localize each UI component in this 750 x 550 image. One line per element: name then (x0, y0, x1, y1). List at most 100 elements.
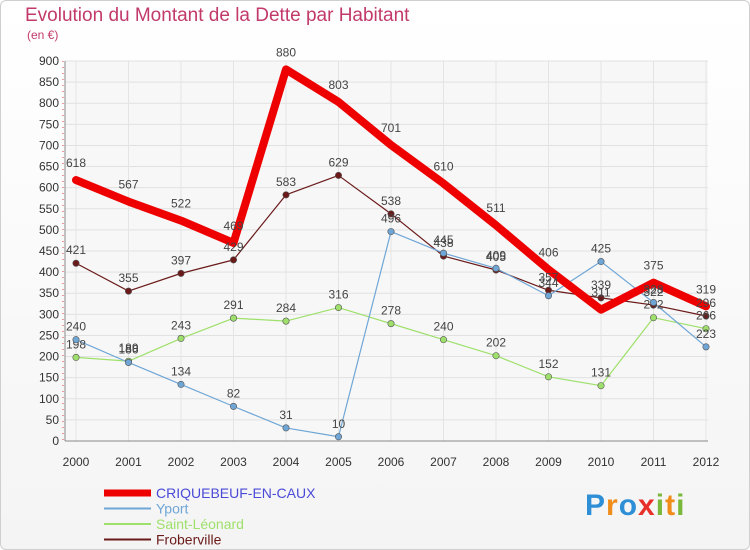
y-tick-label: 800 (39, 96, 59, 110)
x-tick-label: 2001 (115, 455, 142, 469)
data-point (492, 264, 500, 272)
legend-label: Froberville (156, 532, 222, 548)
y-tick-label: 0 (52, 434, 59, 448)
data-point (334, 171, 342, 179)
data-point (282, 424, 290, 432)
data-label: 10 (332, 417, 346, 431)
data-label: 421 (66, 243, 86, 257)
legend-label: Saint-Léonard (156, 516, 244, 532)
data-label: 880 (276, 45, 296, 59)
data-label: 610 (433, 159, 453, 173)
data-point (649, 299, 657, 307)
brand-letter: i (676, 489, 686, 522)
y-tick-label: 450 (39, 244, 59, 258)
data-label: 803 (328, 78, 348, 92)
data-point (387, 210, 395, 218)
data-label: 266 (696, 309, 716, 323)
data-label: 311 (591, 286, 610, 300)
data-label: 339 (591, 278, 611, 292)
data-label: 296 (696, 296, 716, 310)
x-tick-label: 2005 (325, 455, 352, 469)
data-label: 131 (591, 366, 611, 380)
data-label: 198 (66, 337, 86, 351)
data-label: 355 (118, 271, 138, 285)
data-label: 701 (381, 121, 401, 135)
y-tick-label: 300 (39, 307, 59, 321)
y-tick-label: 750 (39, 117, 59, 131)
data-label: 397 (171, 253, 191, 267)
y-tick-label: 900 (39, 54, 59, 68)
brand-letter: r (606, 489, 619, 522)
data-point (334, 304, 342, 312)
data-label: 438 (433, 236, 453, 250)
data-point (544, 373, 552, 381)
x-tick-label: 2006 (378, 455, 405, 469)
data-label: 240 (66, 320, 86, 334)
data-point (72, 353, 80, 361)
data-point (544, 292, 552, 300)
brand-letter: P (585, 489, 607, 522)
x-tick-label: 2007 (430, 455, 457, 469)
brand-letter: i (655, 489, 666, 522)
data-label: 328 (643, 283, 663, 297)
data-label: 186 (118, 342, 138, 356)
data-point (282, 191, 290, 199)
y-tick-label: 650 (39, 160, 59, 174)
data-point (597, 294, 605, 302)
data-label: 409 (486, 248, 506, 262)
data-label: 469 (223, 219, 243, 233)
data-label: 243 (171, 318, 191, 332)
data-label: 291 (223, 298, 243, 312)
data-label: 152 (538, 357, 558, 371)
y-tick-label: 500 (39, 223, 59, 237)
data-label: 278 (381, 304, 401, 318)
data-point (597, 258, 605, 266)
legend-label: CRIQUEBEUF-EN-CAUX (156, 485, 316, 501)
data-point (387, 320, 395, 328)
data-point (702, 325, 710, 333)
x-tick-label: 2011 (641, 455, 667, 469)
data-point (649, 314, 657, 322)
y-tick-label: 850 (39, 75, 59, 89)
brand-letter: x (638, 489, 656, 522)
chart-subtitle: (en €) (27, 28, 59, 42)
data-label: 322 (643, 285, 663, 299)
x-tick-label: 2008 (483, 455, 510, 469)
data-label: 202 (486, 336, 506, 350)
data-point (230, 256, 238, 264)
data-point (177, 380, 185, 388)
data-label: 406 (538, 246, 558, 260)
data-label: 425 (591, 242, 611, 256)
data-point (230, 402, 238, 410)
x-tick-label: 2010 (588, 455, 615, 469)
y-tick-label: 700 (39, 138, 59, 152)
y-tick-label: 100 (39, 392, 59, 406)
data-point (177, 269, 185, 277)
x-tick-label: 2000 (63, 455, 90, 469)
brand-letter: t (665, 489, 677, 522)
data-label: 357 (538, 270, 558, 284)
data-label: 567 (118, 178, 138, 192)
data-label: 375 (643, 259, 663, 273)
data-label: 189 (118, 341, 138, 355)
chart-title: Evolution du Montant de la Dette par Hab… (25, 5, 410, 26)
data-point (282, 317, 290, 325)
data-label: 618 (66, 156, 86, 170)
y-tick-label: 150 (39, 371, 59, 385)
data-label: 405 (486, 250, 506, 264)
data-point (597, 382, 605, 390)
data-label: 284 (276, 301, 296, 315)
x-tick-label: 2009 (535, 455, 562, 469)
brand-logo: Proxiti (585, 489, 685, 523)
x-tick-label: 2002 (168, 455, 195, 469)
data-point (334, 433, 342, 441)
data-label: 240 (433, 320, 453, 334)
data-label: 316 (328, 288, 348, 302)
data-label: 511 (486, 201, 505, 215)
y-tick-label: 400 (39, 265, 59, 279)
data-point (439, 336, 447, 344)
data-point (72, 336, 80, 344)
data-label: 31 (279, 408, 293, 422)
y-tick-label: 550 (39, 202, 59, 216)
y-tick-label: 50 (46, 413, 60, 427)
